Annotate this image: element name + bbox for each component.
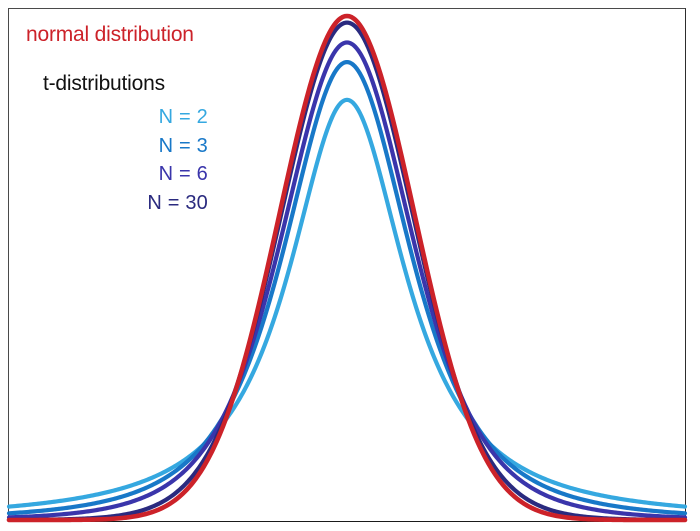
- legend-t-distributions-title: t-distributions: [43, 72, 165, 95]
- legend-n-list: N = 2 N = 3 N = 6 N = 30: [26, 103, 208, 217]
- legend-item-n3: N = 3: [158, 134, 208, 157]
- legend-item-n30: N = 30: [147, 191, 208, 214]
- legend-item-n2: N = 2: [158, 106, 208, 128]
- legend-item-n6: N = 6: [158, 163, 208, 185]
- legend: normal distribution t-distributions N = …: [26, 22, 276, 217]
- legend-normal-distribution: normal distribution: [26, 23, 194, 46]
